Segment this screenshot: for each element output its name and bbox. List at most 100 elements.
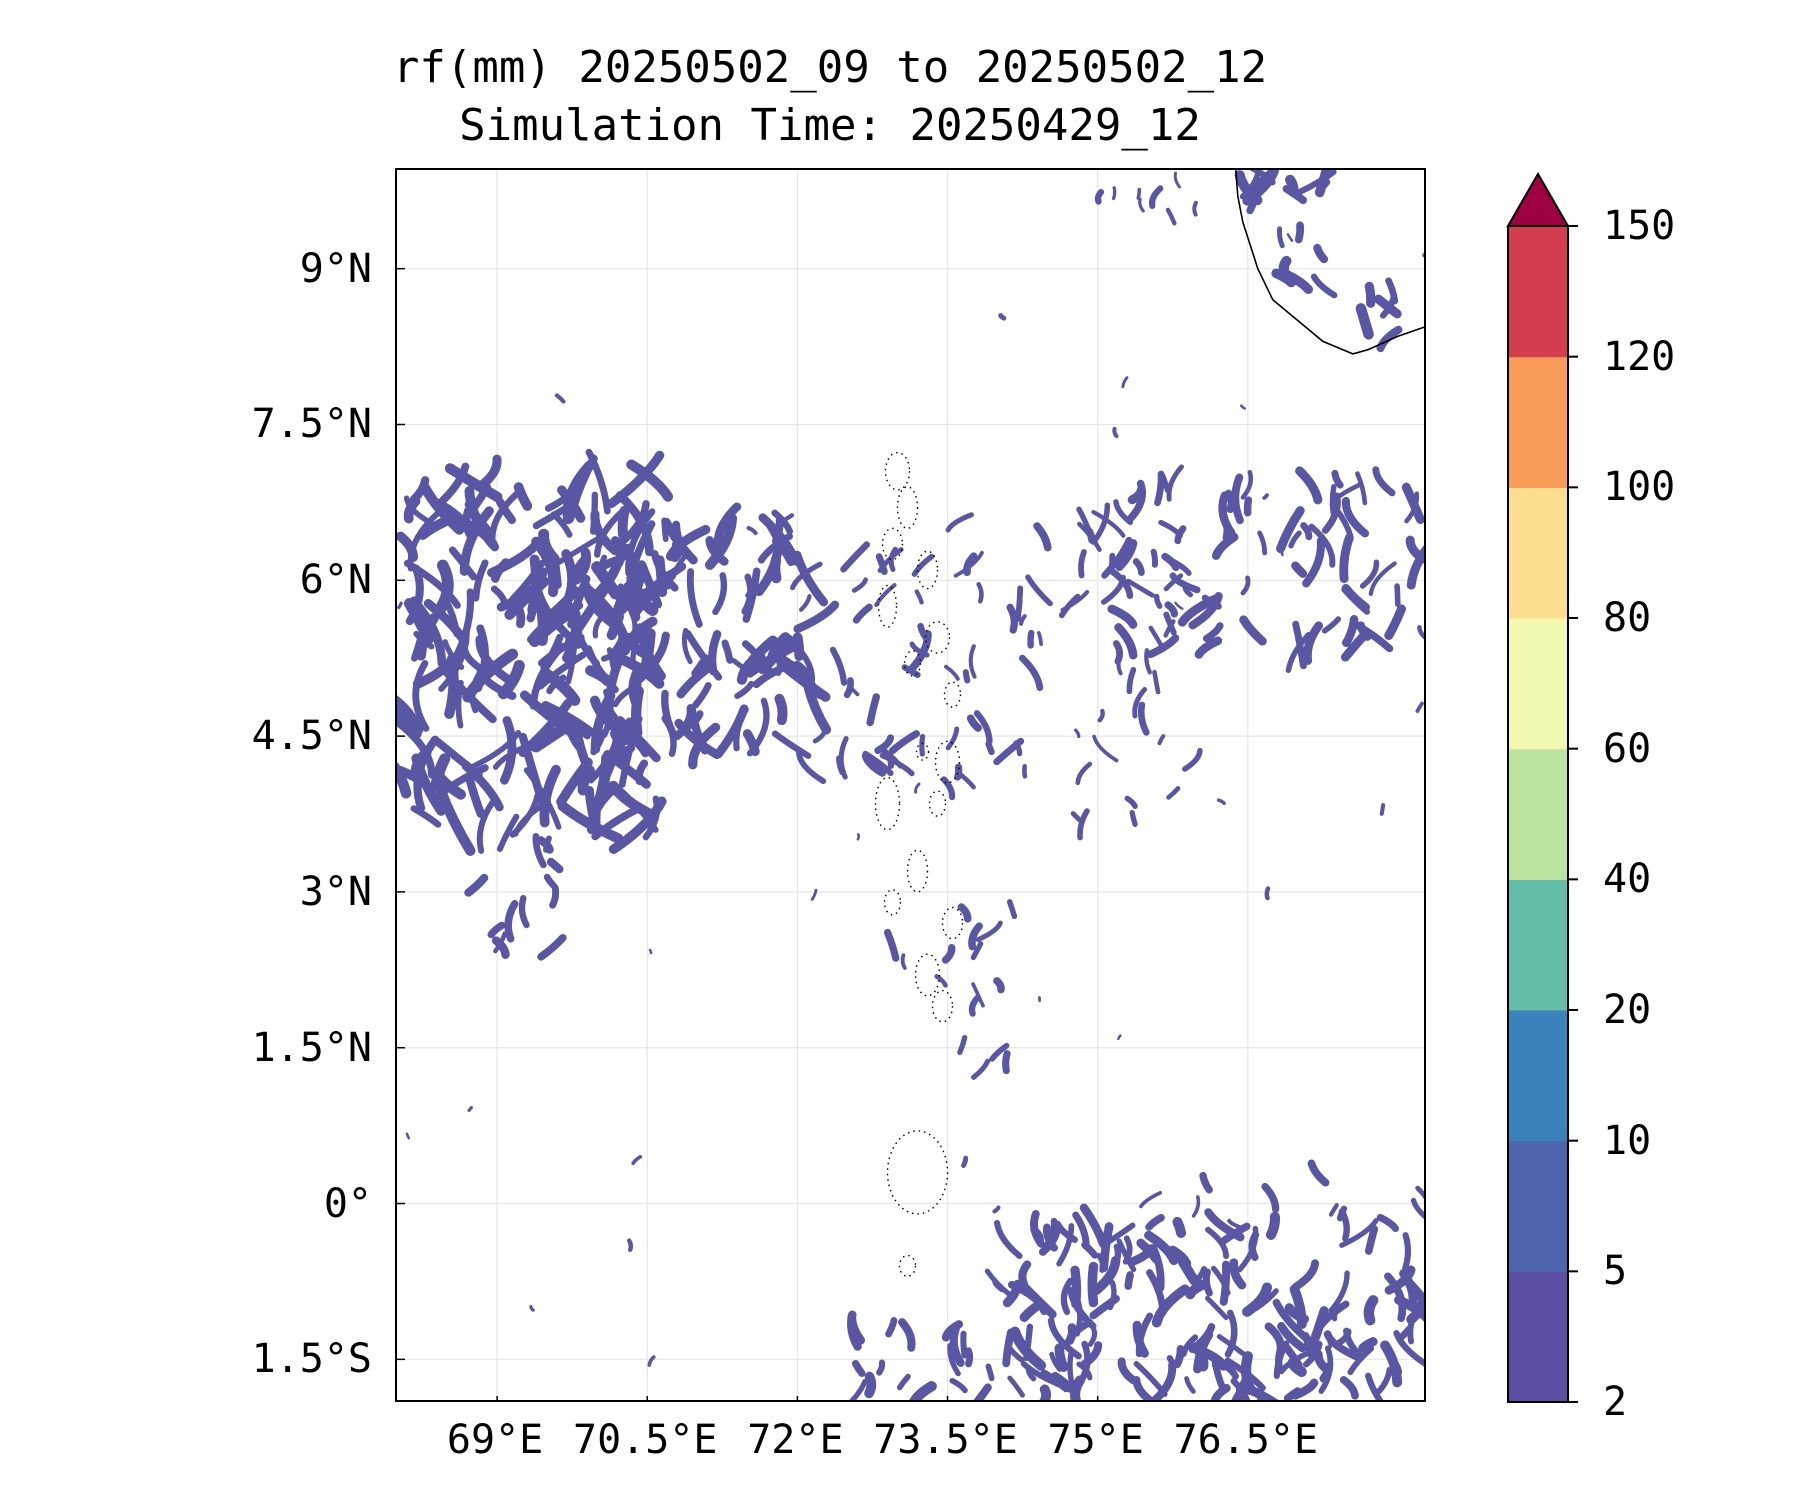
rain-cell [590,509,620,556]
rain-cell [777,653,823,699]
rain-cell [1282,184,1307,205]
rain-cell [1216,798,1226,806]
rain-cell [973,1383,992,1400]
rain-cell [1166,1355,1176,1373]
rain-cell [462,648,519,703]
rain-cell [495,497,516,524]
rain-cell [1307,1159,1330,1187]
rain-cell [1339,1218,1379,1248]
rain-cell [849,1378,868,1400]
colorbar-segment [1508,748,1568,880]
rain-cell [1402,1232,1412,1271]
rain-cell [1265,1211,1281,1240]
rain-cell [594,502,632,558]
colorbar-tick-label: 20 [1603,987,1652,1033]
rain-cell [812,728,827,744]
lat-tick-label: 9°N [299,245,372,292]
colorbar-tick-label: 40 [1603,856,1652,903]
rain-cell [1165,207,1177,226]
rain-cell [527,554,542,615]
rain-cell [1007,1375,1025,1398]
rain-cell [619,500,650,545]
rain-cell [626,459,674,502]
rain-cell [1070,811,1082,823]
rain-cell [1339,533,1354,584]
rain-cell [1099,1222,1114,1273]
rain-cell [1417,625,1424,640]
rain-cell [1321,616,1342,634]
rain-cell [1019,614,1027,626]
rain-cell [1116,1238,1137,1273]
rain-cell [1124,795,1138,810]
rain-cell [1173,1345,1185,1369]
rain-cell [975,920,1003,943]
rain-cell [1009,1326,1047,1371]
rain-cell [1091,1256,1121,1295]
rain-cell [914,782,921,794]
rain-cell [1341,583,1370,612]
rain-cell [1422,252,1424,258]
rain-cell [397,762,412,799]
rain-cell [1013,740,1023,757]
rain-cell [627,1238,634,1252]
rain-cell [497,659,525,700]
rain-cell [1135,1312,1154,1358]
atoll-outline [883,889,902,916]
rain-cell [1379,293,1398,319]
rain-cell [713,502,742,551]
rain-cell [718,596,725,607]
rain-cell [1295,466,1323,505]
rain-cell [1002,1328,1015,1368]
rain-cell [1364,1225,1379,1255]
rain-cell [1406,545,1424,590]
rain-cell [949,1325,965,1367]
rain-cell [1132,558,1145,576]
lon-tick-label: 72°E [747,1417,844,1463]
rain-cell [1076,1361,1093,1381]
rain-cell [1007,1280,1048,1316]
colorbar-segment [1508,356,1568,488]
rain-cell [543,873,557,889]
rain-cell [1224,1357,1266,1392]
rain-cell [1218,491,1236,537]
rain-cell [1027,629,1035,649]
rain-cell [1380,1340,1403,1388]
rain-cell [403,495,430,524]
rain-cell [1182,747,1203,772]
rain-cell [864,1371,877,1399]
rain-cell [1311,1300,1350,1338]
rain-cell [692,682,712,709]
rain-cell [625,559,641,597]
lon-tick-label: 73.5°E [873,1417,1018,1463]
rain-cell [459,506,494,576]
rain-cell [1384,1265,1416,1295]
rain-cell [397,601,403,610]
rain-cell [1097,708,1105,723]
rain-cell [1204,1208,1245,1242]
rain-cell [688,722,721,770]
rain-cell [1313,243,1329,264]
rain-cell [512,799,552,837]
rain-cell [852,603,873,624]
rain-cell [1115,539,1138,571]
rain-cell [1158,519,1183,539]
rain-cell [745,590,751,598]
rain-cell [512,600,526,629]
rain-cell [1372,466,1396,497]
rain-cell [518,732,547,808]
rain-cell [799,594,812,612]
rain-cell [676,661,716,699]
lon-tick-label: 75°E [1047,1417,1144,1463]
colorbar-tick-label: 80 [1603,595,1652,641]
rain-cell [1321,492,1341,534]
rain-cell [590,729,606,756]
rain-cell [1113,499,1134,526]
rain-cell [734,680,755,700]
rain-cell [1300,522,1313,541]
rain-cell [704,513,738,570]
rain-cell [1227,1218,1242,1230]
rain-cell [968,922,983,951]
rain-cell [1229,1258,1247,1290]
colorbar-segment [1508,879,1568,1011]
rain-cell [1148,185,1164,209]
